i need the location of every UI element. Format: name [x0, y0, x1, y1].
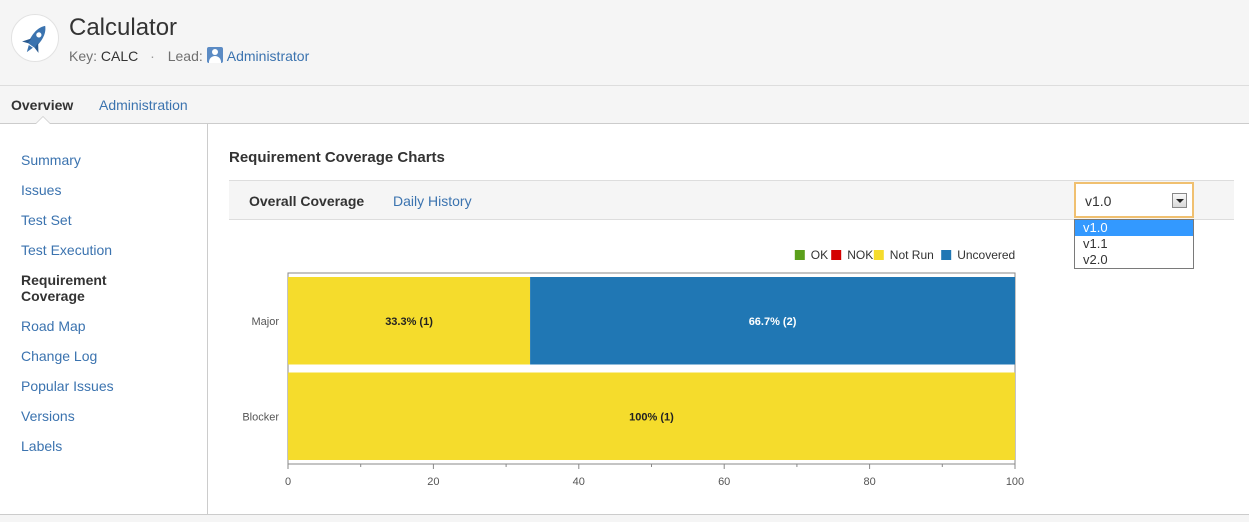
key-label: Key: [69, 48, 98, 64]
x-tick-label: 100 [1006, 476, 1024, 488]
sidebar-item-test-set[interactable]: Test Set [21, 212, 72, 228]
legend-swatch [794, 250, 805, 260]
sidebar-item-popular-issues[interactable]: Popular Issues [21, 378, 114, 394]
legend-swatch [941, 250, 952, 260]
project-title: Calculator [69, 14, 178, 41]
sidebar-item-change-log[interactable]: Change Log [21, 348, 98, 364]
bar-segment [288, 277, 531, 365]
legend-swatch [873, 250, 884, 260]
x-tick-label: 0 [285, 476, 291, 488]
user-avatar-icon [206, 47, 223, 63]
sidebar-item-test-execution[interactable]: Test Execution [21, 242, 113, 258]
project-avatar[interactable] [11, 14, 59, 62]
legend-swatch [831, 250, 842, 260]
sidebar-item-issues[interactable]: Issues [21, 182, 62, 198]
version-select[interactable]: v1.0 [1074, 182, 1194, 218]
legend-label: Uncovered [957, 248, 1015, 262]
project-header: Calculator Key: CALC · Lead: Administrato… [0, 0, 1249, 85]
data-label: 33.3% (1) [385, 316, 433, 328]
sidebar-item-road-map[interactable]: Road Map [21, 318, 86, 334]
active-tab-caret-inner [36, 117, 50, 124]
x-tick-label: 80 [863, 476, 875, 488]
project-meta: Key: CALC · Lead: Administrator [69, 47, 309, 65]
x-tick-label: 60 [718, 476, 730, 488]
version-option[interactable]: v1.0 [1075, 220, 1193, 236]
lead-label: Lead: [167, 48, 203, 64]
project-key: CALC [100, 48, 139, 64]
chevron-down-icon[interactable] [1172, 193, 1187, 208]
tab-administration[interactable]: Administration [99, 97, 188, 113]
version-option[interactable]: v2.0 [1083, 252, 1108, 267]
sidebar-item-label-line2: Coverage [21, 288, 85, 304]
bar-segment [288, 372, 1015, 460]
sidebar: Summary Issues Test Set Test Execution R… [0, 124, 208, 514]
rocket-icon [22, 25, 46, 53]
project-lead-link[interactable]: Administrator [226, 48, 310, 64]
tab-overall-coverage[interactable]: Overall Coverage [249, 193, 365, 209]
page-title: Requirement Coverage Charts [229, 149, 445, 166]
legend-label: Not Run [890, 248, 934, 262]
footer-bar [0, 514, 1249, 522]
x-tick-label: 20 [427, 476, 439, 488]
sidebar-item-summary[interactable]: Summary [21, 152, 81, 168]
sidebar-item-labels[interactable]: Labels [21, 438, 63, 454]
legend-label: OK [811, 248, 828, 262]
sidebar-item-versions[interactable]: Versions [21, 408, 75, 424]
legend-label: NOK [847, 248, 873, 262]
version-dropdown-list: v1.0 v1.1 v2.0 [1074, 219, 1194, 269]
data-label: 100% (1) [629, 411, 674, 423]
sidebar-item-requirement-coverage[interactable]: Requirement Coverage [21, 272, 107, 304]
chart-tabs: Overall Coverage Daily History [229, 180, 1234, 220]
tab-overview[interactable]: Overview [11, 97, 74, 113]
category-label: Blocker [242, 411, 279, 423]
category-label: Major [251, 316, 279, 328]
meta-separator: · [150, 48, 155, 64]
tab-daily-history[interactable]: Daily History [393, 193, 472, 209]
data-label: 66.7% (2) [749, 316, 797, 328]
coverage-chart: 33.3% (1) 66.7% (2) Major 100% (1) Blocker 0 2… [242, 248, 1024, 488]
project-tabs: Overview Administration [0, 85, 1249, 124]
bar-segment [530, 277, 1015, 365]
version-select-value: v1.0 [1085, 193, 1112, 209]
version-option[interactable]: v1.1 [1083, 236, 1108, 251]
x-tick-label: 40 [573, 476, 585, 488]
sidebar-item-label-line1: Requirement [21, 272, 107, 288]
